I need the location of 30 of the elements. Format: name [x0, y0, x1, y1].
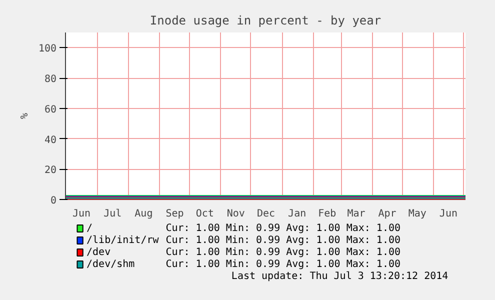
y-tick-label: 80 — [44, 74, 57, 86]
y-tick-label: 20 — [44, 165, 57, 176]
x-tick-label: Apr — [378, 208, 396, 220]
x-tick-label: Jun — [439, 208, 458, 220]
text: Cur: 1.00 Min: 0.99 Avg: 1.00 Max: 1.00 — [166, 235, 401, 246]
y-tick-label: 60 — [44, 104, 57, 116]
y-axis-title: % — [19, 112, 30, 120]
text: Cur: 1.00 Min: 0.99 Avg: 1.00 Max: 1.00 — [166, 259, 401, 270]
legend-label: /dev/shm — [86, 259, 135, 270]
y-tick-label: 100 — [38, 44, 56, 55]
y-tick-label: 40 — [44, 134, 57, 146]
legend-label: / — [86, 223, 93, 234]
x-tick-label: Aug — [134, 208, 153, 220]
x-tick-label: Mar — [347, 208, 366, 220]
x-tick-label: May — [408, 208, 426, 220]
chart-title: Inode usage in percent - by year — [150, 14, 382, 28]
x-tick-label: Nov — [226, 208, 245, 220]
legend-label: /dev — [86, 247, 111, 258]
legend-label: /lib/init/rw — [86, 235, 160, 246]
text: Cur: 1.00 Min: 0.99 Avg: 1.00 Max: 1.00 — [166, 223, 401, 234]
x-tick-label: Jun — [72, 208, 91, 220]
x-tick-label: Feb — [318, 208, 336, 220]
x-tick-label: Oct — [196, 208, 214, 220]
text: Last update: Thu Jul 3 13:20:12 2014 — [231, 271, 448, 282]
x-tick-label: Jan — [288, 208, 306, 220]
y-tick-label: 0 — [50, 196, 57, 206]
text: Cur: 1.00 Min: 0.99 Avg: 1.00 Max: 1.00 — [166, 247, 401, 258]
x-tick-label: Jul — [104, 208, 122, 220]
x-tick-label: Sep — [166, 208, 184, 220]
x-tick-label: Dec — [256, 208, 276, 220]
